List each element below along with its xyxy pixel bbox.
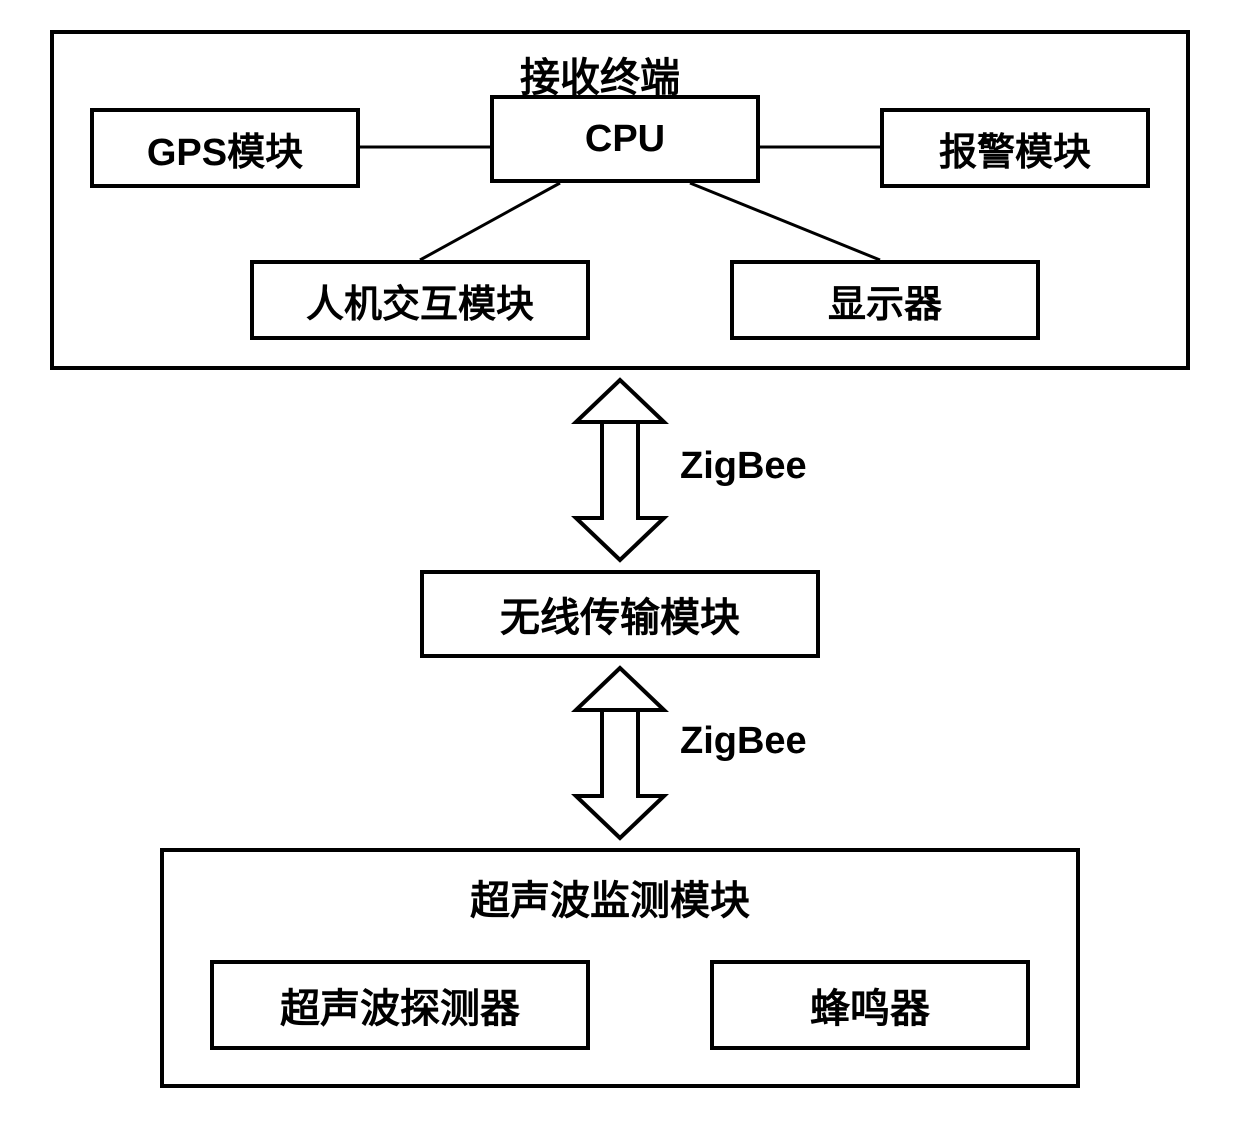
gps-module-label: GPS模块: [147, 121, 303, 176]
cpu-box: CPU: [490, 95, 760, 183]
system-diagram: 接收终端 GPS模块 CPU 报警模块 人机交互模块 显示器 无线传输模块 超声…: [0, 0, 1240, 1129]
zigbee-label-2: ZigBee: [680, 720, 807, 763]
alarm-module-box: 报警模块: [880, 108, 1150, 188]
hci-module-box: 人机交互模块: [250, 260, 590, 340]
double-arrow-2: [576, 668, 664, 838]
wireless-module-label: 无线传输模块: [500, 585, 740, 643]
alarm-module-label: 报警模块: [939, 121, 1091, 176]
double-arrow-1: [576, 380, 664, 560]
ultrasonic-detector-box: 超声波探测器: [210, 960, 590, 1050]
ultrasonic-title: 超声波监测模块: [470, 868, 750, 926]
display-box: 显示器: [730, 260, 1040, 340]
gps-module-box: GPS模块: [90, 108, 360, 188]
buzzer-box: 蜂鸣器: [710, 960, 1030, 1050]
wireless-module-box: 无线传输模块: [420, 570, 820, 658]
zigbee-label-1: ZigBee: [680, 445, 807, 488]
ultrasonic-detector-label: 超声波探测器: [280, 976, 520, 1034]
display-label: 显示器: [828, 273, 942, 328]
cpu-label: CPU: [585, 118, 665, 161]
buzzer-label: 蜂鸣器: [810, 976, 930, 1034]
hci-module-label: 人机交互模块: [306, 273, 534, 328]
